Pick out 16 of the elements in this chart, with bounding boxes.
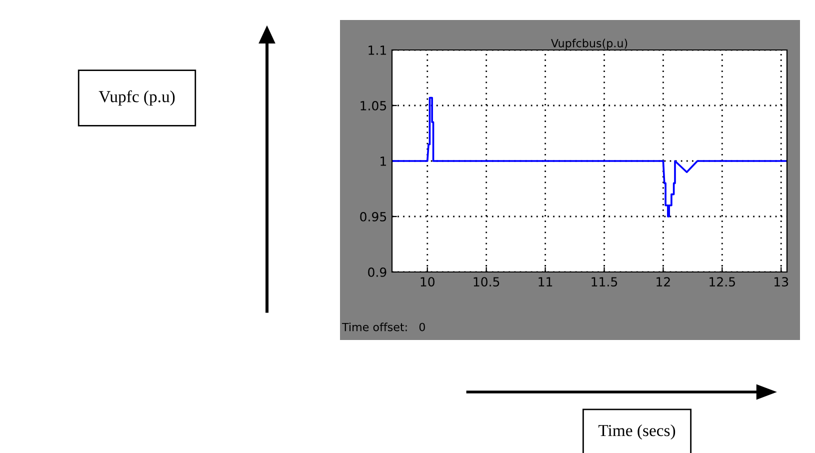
y-tick-label: 0.95 [360, 212, 386, 222]
y-tick-label: 1.05 [360, 100, 386, 110]
text: Time (secs) [598, 424, 676, 440]
x-tick-label: 10.5 [474, 277, 500, 287]
chart-title: Vupfcbus(p.u) [551, 38, 628, 50]
x-tick-label: 12 [656, 277, 670, 286]
x-tick-label: 11 [538, 277, 552, 286]
y-tick-label: 1.1 [368, 46, 386, 55]
x-tick-label: 10 [420, 277, 434, 287]
x-tick-label: 12.5 [710, 277, 735, 287]
text: Time offset: 0 [342, 322, 425, 332]
x-tick-label: 13 [774, 277, 788, 287]
y-tick-label: 0.9 [368, 267, 386, 277]
x-tick-label: 11.5 [592, 277, 618, 287]
text: Vupfc (p.u) [98, 90, 175, 106]
y-tick-label: 1 [380, 156, 386, 166]
